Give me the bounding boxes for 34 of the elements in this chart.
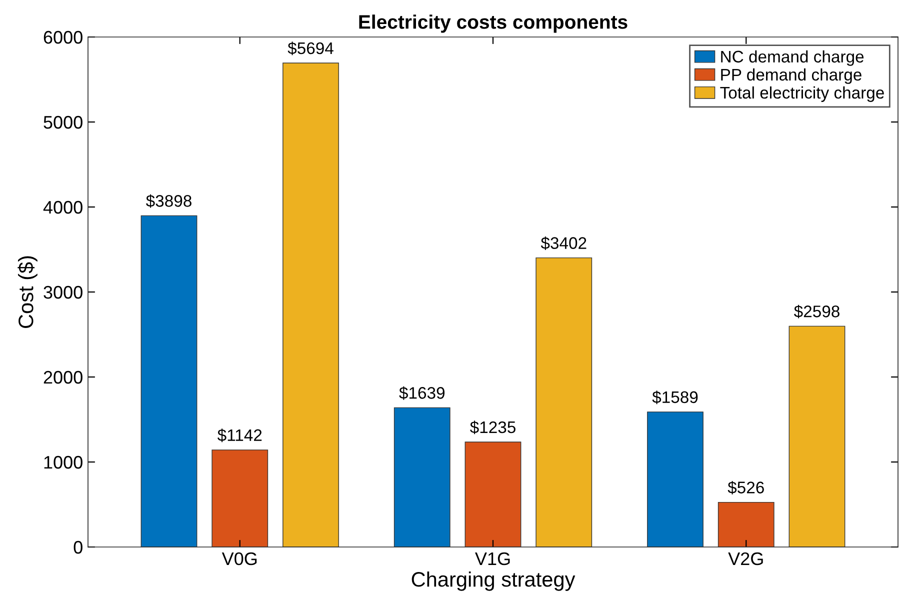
y-tick-label: 1000: [44, 456, 82, 469]
legend-label: Total electricity charge: [720, 86, 884, 102]
y-tick-label: 0: [74, 540, 82, 554]
x-tick-label: V2G: [728, 552, 763, 566]
data-label: $526: [728, 480, 764, 494]
y-tick-label: 5000: [44, 116, 82, 129]
data-label: $5694: [288, 42, 334, 56]
legend-label: NC demand charge: [721, 50, 864, 66]
bar: [718, 502, 774, 547]
x-tick-label: V0G: [222, 552, 257, 566]
bar: [464, 442, 522, 547]
data-label: $1142: [218, 428, 262, 442]
legend-label: PP demand charge: [721, 68, 862, 84]
x-tick-label: V1G: [475, 552, 510, 566]
y-tick-label: 4000: [43, 200, 82, 214]
y-tick-label: 3000: [44, 286, 82, 299]
data-label: $1639: [399, 386, 445, 400]
bar: [394, 407, 450, 547]
bar: [212, 450, 268, 547]
y-tick-label: 2000: [44, 370, 82, 384]
data-label: $3898: [146, 194, 192, 208]
bar: [140, 215, 198, 547]
data-label: $2598: [794, 304, 840, 318]
chart-title: Electricity costs components: [359, 14, 628, 33]
data-label: $1235: [470, 420, 516, 434]
x-axis-title: Charging strategy: [412, 571, 576, 591]
bar: [788, 326, 846, 547]
data-label: $1589: [652, 390, 698, 404]
data-label: $3402: [540, 236, 586, 250]
y-axis-title: Cost ($): [18, 256, 38, 328]
bar: [647, 412, 704, 547]
bar: [536, 257, 592, 547]
bar: [282, 62, 339, 547]
y-tick-label: 6000: [44, 30, 82, 44]
